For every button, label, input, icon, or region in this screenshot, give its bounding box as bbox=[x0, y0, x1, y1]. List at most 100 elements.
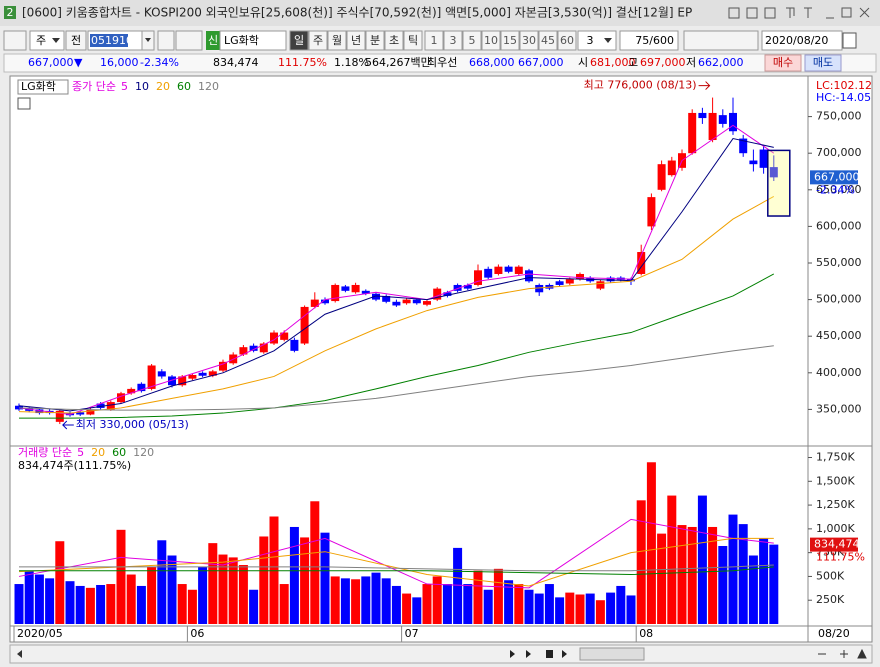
icon-button[interactable] bbox=[3, 30, 27, 51]
tool-icons[interactable] bbox=[683, 30, 759, 51]
period-button[interactable] bbox=[308, 30, 328, 51]
volume-bar bbox=[606, 592, 616, 624]
scrollbar[interactable] bbox=[9, 644, 873, 664]
candle-body bbox=[514, 266, 523, 274]
candle-body bbox=[769, 167, 778, 178]
window-title: [0600] 키움종합차트 - KOSPI200 외국인보유[25,608(천)… bbox=[22, 5, 692, 20]
date-box[interactable] bbox=[761, 30, 843, 51]
candle-body bbox=[759, 149, 768, 168]
zoom-slider[interactable] bbox=[579, 647, 645, 661]
interval[interactable]: 15 bbox=[503, 34, 517, 47]
sell[interactable]: 매도 bbox=[813, 56, 833, 69]
y-tick-label: 250K bbox=[816, 593, 845, 606]
period[interactable]: 분 bbox=[370, 34, 380, 47]
interval-button[interactable] bbox=[557, 30, 577, 51]
period[interactable]: 일 bbox=[294, 33, 304, 47]
period-button[interactable] bbox=[289, 30, 309, 51]
interval-select[interactable] bbox=[577, 30, 617, 51]
period-button[interactable] bbox=[365, 30, 385, 51]
last-highlight bbox=[767, 149, 791, 217]
count-box[interactable] bbox=[619, 30, 679, 51]
icon-button[interactable] bbox=[175, 30, 203, 51]
buy-button[interactable] bbox=[764, 54, 802, 72]
period[interactable]: 틱 bbox=[408, 34, 418, 47]
volume: 834,474 bbox=[213, 56, 259, 69]
interval-button[interactable] bbox=[538, 30, 558, 51]
low-label: 저 bbox=[686, 56, 696, 69]
scroll-controls[interactable] bbox=[510, 650, 567, 658]
volume-bar bbox=[759, 538, 769, 624]
icon[interactable] bbox=[804, 7, 812, 18]
interval[interactable]: 60 bbox=[560, 34, 574, 47]
candle-body bbox=[504, 266, 513, 272]
price: 667,000 bbox=[28, 56, 74, 69]
sell-button[interactable] bbox=[804, 54, 842, 72]
interval-button[interactable] bbox=[481, 30, 501, 51]
volume-bar bbox=[34, 574, 44, 624]
icon-button[interactable] bbox=[157, 30, 175, 51]
rate: -2.34% bbox=[140, 56, 179, 69]
volume-bar bbox=[167, 555, 177, 624]
volume-bar bbox=[116, 529, 126, 624]
moving-average bbox=[18, 345, 774, 411]
interval[interactable]: 30 bbox=[522, 34, 536, 47]
y-tick-label: 650,000 bbox=[816, 183, 862, 196]
candle-body bbox=[555, 281, 564, 285]
candle-body bbox=[86, 409, 95, 415]
candle-body bbox=[239, 347, 248, 355]
icon[interactable] bbox=[764, 7, 776, 19]
moving-average bbox=[18, 518, 774, 589]
scroll-left[interactable] bbox=[17, 650, 22, 658]
volume-bar bbox=[708, 526, 718, 624]
buy[interactable]: 매수 bbox=[773, 56, 793, 69]
hc: HC:-14.05 bbox=[816, 91, 871, 104]
interval-button[interactable] bbox=[500, 30, 520, 51]
high-label: 고 bbox=[628, 56, 638, 69]
candle-body bbox=[443, 292, 452, 296]
name-label-box bbox=[17, 79, 69, 95]
volume-bar bbox=[575, 594, 585, 624]
interval-button[interactable] bbox=[443, 30, 463, 51]
volume-bar bbox=[616, 585, 626, 624]
period[interactable]: 주 bbox=[313, 34, 323, 47]
interval[interactable]: 3 bbox=[450, 34, 457, 47]
period-button[interactable] bbox=[346, 30, 366, 51]
volume-bar bbox=[65, 581, 75, 624]
period-button[interactable] bbox=[327, 30, 347, 51]
interval-button[interactable] bbox=[424, 30, 444, 51]
period[interactable]: 월 bbox=[332, 34, 342, 47]
icon[interactable] bbox=[746, 7, 758, 19]
dropdown-arrow bbox=[52, 38, 60, 43]
period-button[interactable] bbox=[384, 30, 404, 51]
calendar-icon[interactable] bbox=[842, 32, 857, 49]
table-icon[interactable] bbox=[17, 97, 31, 110]
period[interactable]: 년 bbox=[351, 34, 361, 47]
zoom-buttons[interactable] bbox=[818, 648, 867, 659]
volume-bar bbox=[208, 543, 218, 624]
change: 16,000 bbox=[100, 56, 139, 69]
volume-bar bbox=[748, 555, 758, 624]
legend-entry: 60 bbox=[177, 80, 191, 93]
close[interactable] bbox=[859, 7, 870, 18]
interval[interactable]: 10 bbox=[484, 34, 498, 47]
period[interactable]: 초 bbox=[389, 34, 399, 47]
volume-bar bbox=[626, 595, 636, 624]
candle-body bbox=[688, 112, 697, 154]
icon[interactable] bbox=[786, 7, 795, 18]
moving-average bbox=[19, 566, 774, 576]
interval[interactable]: 1 bbox=[431, 34, 438, 47]
interval[interactable]: 45 bbox=[541, 34, 555, 47]
maximize[interactable] bbox=[841, 7, 852, 18]
icon[interactable] bbox=[728, 7, 740, 19]
interval-button[interactable] bbox=[462, 30, 482, 51]
market-select[interactable] bbox=[29, 30, 65, 51]
candle-body bbox=[341, 286, 350, 291]
mode-button[interactable] bbox=[65, 30, 87, 51]
chart-frame bbox=[9, 75, 873, 643]
interval[interactable]: 5 bbox=[469, 34, 476, 47]
dropdown-arrow bbox=[145, 38, 151, 42]
interval-button[interactable] bbox=[519, 30, 539, 51]
volume-bar bbox=[106, 584, 116, 624]
period-button[interactable] bbox=[403, 30, 423, 51]
volume-bar bbox=[402, 593, 412, 624]
